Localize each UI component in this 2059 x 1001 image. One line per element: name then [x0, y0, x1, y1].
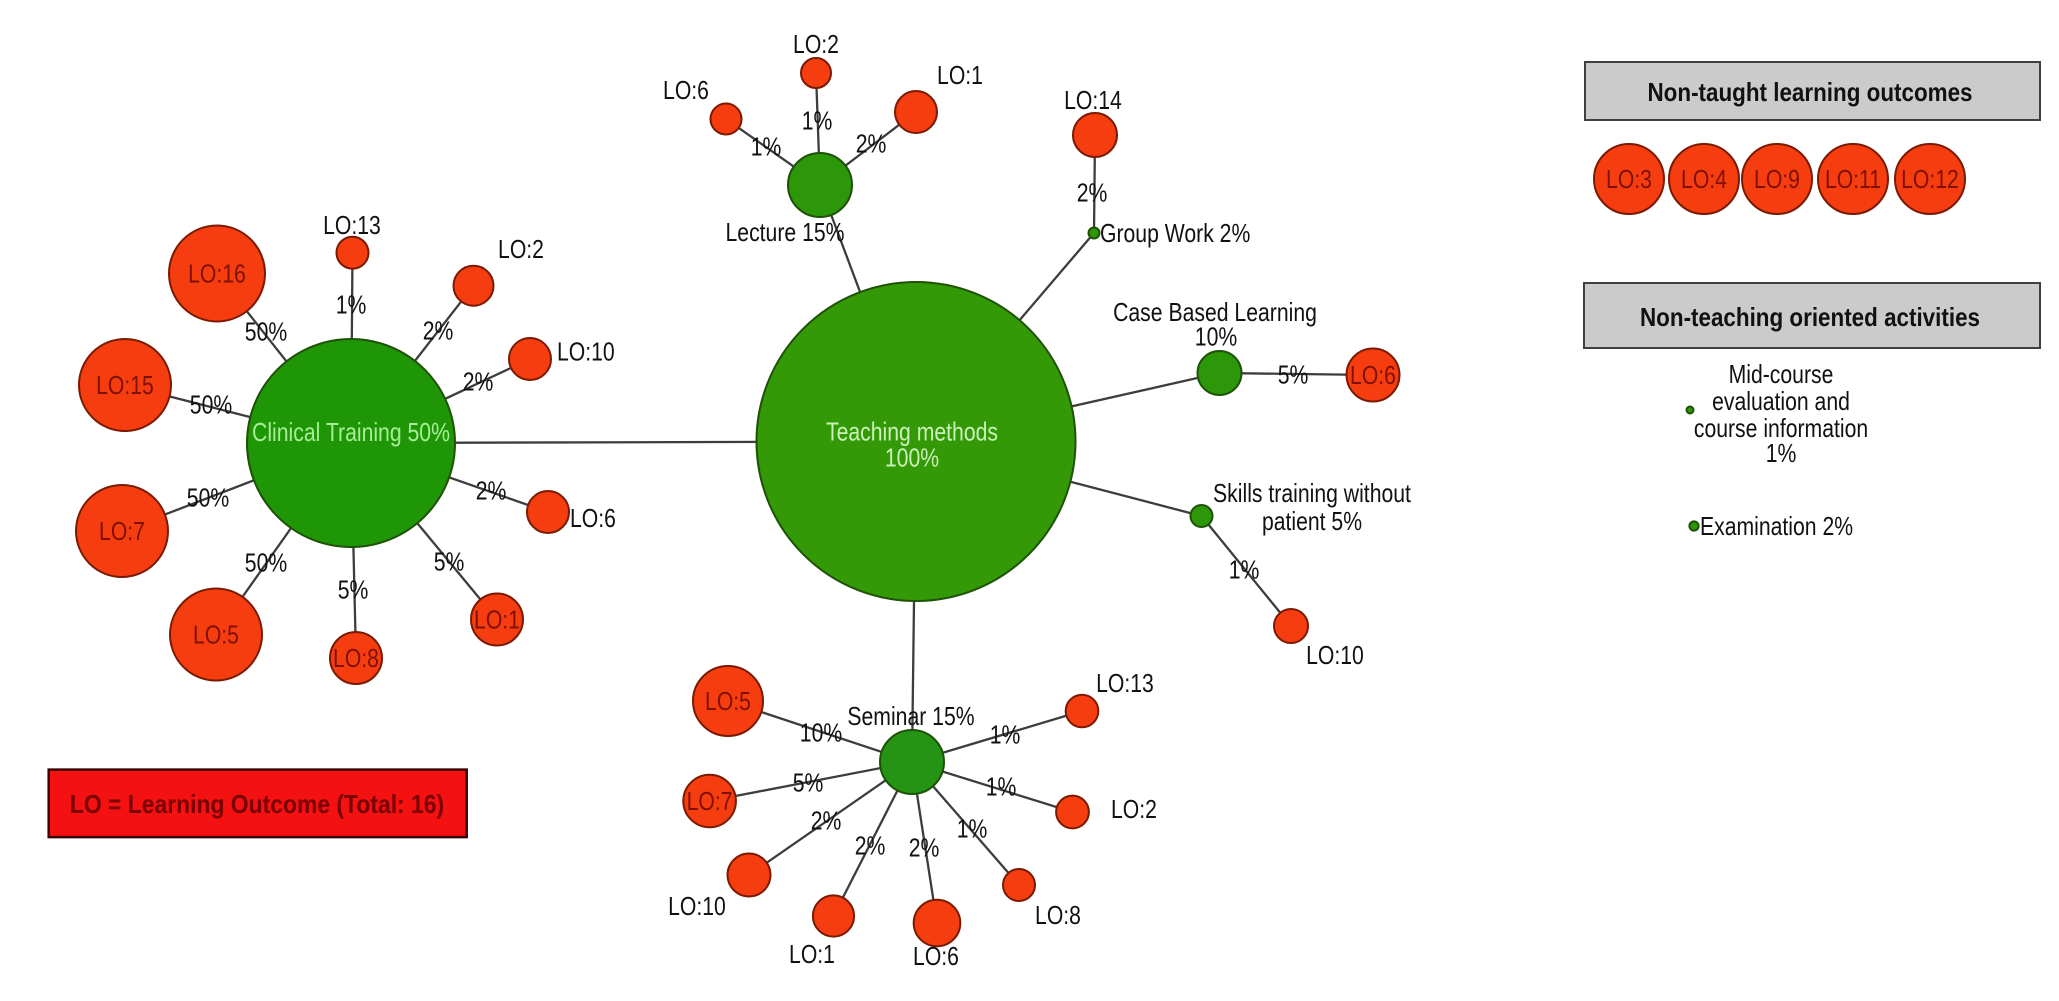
svg-text:Non-taught learning outcomes: Non-taught learning outcomes — [1648, 77, 1973, 107]
svg-text:LO:2: LO:2 — [793, 29, 839, 59]
svg-text:2%: 2% — [1077, 178, 1108, 208]
svg-text:1%: 1% — [986, 772, 1017, 802]
svg-text:1%: 1% — [802, 106, 833, 136]
svg-text:LO:9: LO:9 — [1754, 164, 1800, 194]
svg-text:50%: 50% — [245, 548, 287, 578]
svg-text:Teaching methods: Teaching methods — [826, 417, 998, 447]
svg-text:LO:10: LO:10 — [1306, 640, 1364, 670]
svg-text:LO:13: LO:13 — [323, 210, 381, 240]
svg-text:50%: 50% — [245, 317, 287, 347]
svg-text:50%: 50% — [190, 390, 232, 420]
svg-text:1%: 1% — [336, 290, 367, 320]
svg-text:10%: 10% — [800, 718, 842, 748]
svg-text:5%: 5% — [434, 547, 465, 577]
svg-text:2%: 2% — [423, 316, 454, 346]
svg-text:evaluation and: evaluation and — [1712, 386, 1850, 416]
svg-text:Case Based Learning: Case Based Learning — [1113, 297, 1317, 327]
svg-text:LO:10: LO:10 — [557, 337, 615, 367]
svg-text:LO:15: LO:15 — [96, 370, 154, 400]
svg-text:5%: 5% — [793, 768, 824, 798]
svg-text:LO:1: LO:1 — [474, 605, 520, 635]
svg-text:LO:6: LO:6 — [663, 75, 709, 105]
svg-text:Clinical Training 50%: Clinical Training 50% — [252, 417, 450, 447]
svg-text:1%: 1% — [1766, 438, 1797, 468]
svg-text:patient 5%: patient 5% — [1262, 506, 1362, 536]
svg-text:100%: 100% — [885, 443, 939, 473]
svg-text:LO:10: LO:10 — [668, 891, 726, 921]
svg-text:LO:1: LO:1 — [937, 60, 983, 90]
svg-text:LO:4: LO:4 — [1681, 164, 1727, 194]
svg-text:Skills training without: Skills training without — [1213, 478, 1412, 508]
svg-text:LO:7: LO:7 — [99, 516, 145, 546]
svg-text:5%: 5% — [1278, 360, 1309, 390]
svg-text:2%: 2% — [476, 476, 507, 506]
svg-text:Lecture 15%: Lecture 15% — [726, 217, 845, 247]
svg-text:LO:16: LO:16 — [188, 259, 246, 289]
svg-text:LO:7: LO:7 — [687, 786, 733, 816]
svg-text:LO = Learning Outcome (Total:: LO = Learning Outcome (Total: 16) — [70, 789, 444, 819]
svg-text:LO:5: LO:5 — [193, 620, 239, 650]
svg-text:2%: 2% — [855, 831, 886, 861]
svg-text:1%: 1% — [957, 814, 988, 844]
svg-text:LO:1: LO:1 — [789, 939, 835, 969]
svg-text:LO:3: LO:3 — [1606, 164, 1652, 194]
svg-text:Non-teaching oriented activiti: Non-teaching oriented activities — [1640, 302, 1980, 332]
svg-text:LO:13: LO:13 — [1096, 668, 1154, 698]
svg-text:LO:12: LO:12 — [1901, 164, 1959, 194]
svg-text:2%: 2% — [856, 129, 887, 159]
svg-text:1%: 1% — [1229, 555, 1260, 585]
svg-text:Group Work 2%: Group Work 2% — [1100, 218, 1250, 248]
svg-text:Mid-course: Mid-course — [1729, 359, 1834, 389]
svg-text:LO:8: LO:8 — [1035, 900, 1081, 930]
svg-text:LO:8: LO:8 — [333, 643, 379, 673]
svg-text:LO:2: LO:2 — [1111, 794, 1157, 824]
svg-text:LO:6: LO:6 — [913, 941, 959, 971]
svg-text:LO:2: LO:2 — [498, 234, 544, 264]
svg-text:50%: 50% — [187, 483, 229, 513]
svg-text:1%: 1% — [990, 720, 1021, 750]
svg-text:LO:5: LO:5 — [705, 686, 751, 716]
svg-text:10%: 10% — [1195, 322, 1237, 352]
svg-text:LO:14: LO:14 — [1064, 85, 1122, 115]
svg-text:LO:11: LO:11 — [1825, 164, 1881, 194]
svg-text:5%: 5% — [338, 575, 369, 605]
svg-text:2%: 2% — [811, 806, 842, 836]
svg-text:course information: course information — [1694, 413, 1868, 443]
svg-text:Seminar 15%: Seminar 15% — [847, 701, 974, 731]
svg-text:1%: 1% — [751, 132, 782, 162]
svg-text:LO:6: LO:6 — [570, 503, 616, 533]
svg-text:2%: 2% — [909, 833, 940, 863]
svg-text:Examination 2%: Examination 2% — [1700, 511, 1853, 541]
svg-text:LO:6: LO:6 — [1350, 360, 1396, 390]
svg-text:2%: 2% — [463, 367, 494, 397]
